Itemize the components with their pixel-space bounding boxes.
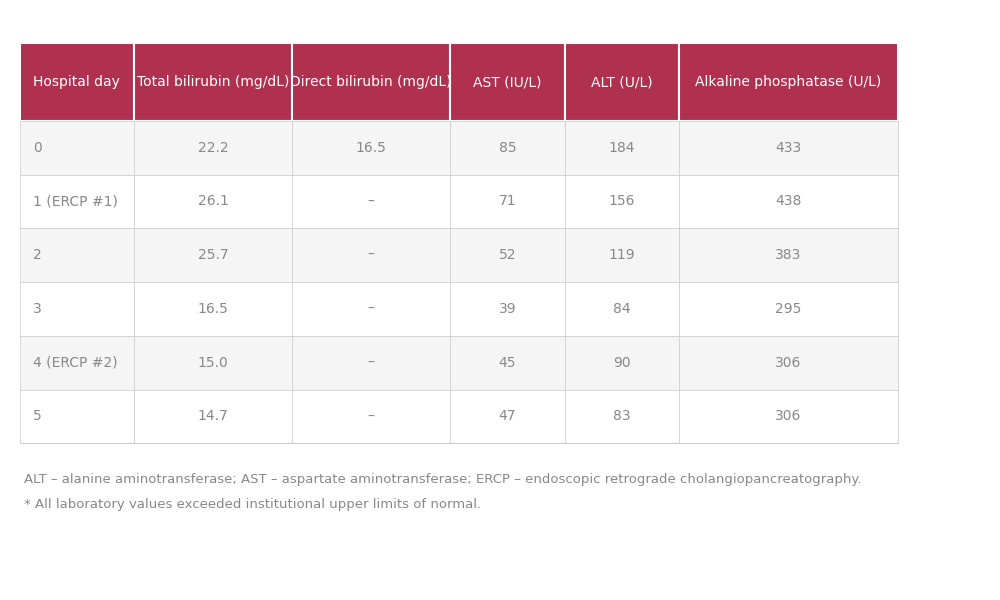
FancyBboxPatch shape xyxy=(565,336,679,389)
Text: 16.5: 16.5 xyxy=(198,302,228,316)
Text: 26.1: 26.1 xyxy=(198,194,228,208)
Text: 16.5: 16.5 xyxy=(356,141,387,155)
Text: 15.0: 15.0 xyxy=(198,356,228,370)
FancyBboxPatch shape xyxy=(450,175,565,229)
FancyBboxPatch shape xyxy=(292,336,450,389)
FancyBboxPatch shape xyxy=(450,282,565,336)
FancyBboxPatch shape xyxy=(20,389,134,443)
Text: Direct bilirubin (mg/dL): Direct bilirubin (mg/dL) xyxy=(290,75,452,89)
FancyBboxPatch shape xyxy=(20,43,134,121)
FancyBboxPatch shape xyxy=(679,229,898,282)
Text: 383: 383 xyxy=(775,248,802,262)
FancyBboxPatch shape xyxy=(20,282,134,336)
Text: –: – xyxy=(368,248,375,262)
FancyBboxPatch shape xyxy=(20,229,134,282)
FancyBboxPatch shape xyxy=(450,389,565,443)
Text: –: – xyxy=(368,409,375,424)
Text: 306: 306 xyxy=(775,356,802,370)
Text: * All laboratory values exceeded institutional upper limits of normal.: * All laboratory values exceeded institu… xyxy=(24,498,481,511)
FancyBboxPatch shape xyxy=(679,282,898,336)
Text: 2: 2 xyxy=(33,248,42,262)
Text: 438: 438 xyxy=(775,194,802,208)
FancyBboxPatch shape xyxy=(450,229,565,282)
FancyBboxPatch shape xyxy=(565,43,679,121)
FancyBboxPatch shape xyxy=(292,229,450,282)
Text: 119: 119 xyxy=(608,248,635,262)
Text: 433: 433 xyxy=(775,141,802,155)
Text: Alkaline phosphatase (U/L): Alkaline phosphatase (U/L) xyxy=(695,75,882,89)
Text: Hospital day: Hospital day xyxy=(33,75,120,89)
FancyBboxPatch shape xyxy=(134,282,292,336)
FancyBboxPatch shape xyxy=(134,121,292,175)
FancyBboxPatch shape xyxy=(450,121,565,175)
FancyBboxPatch shape xyxy=(565,389,679,443)
Text: AST (IU/L): AST (IU/L) xyxy=(473,75,542,89)
FancyBboxPatch shape xyxy=(679,121,898,175)
FancyBboxPatch shape xyxy=(679,389,898,443)
Text: 47: 47 xyxy=(499,409,516,424)
Text: Total bilirubin (mg/dL): Total bilirubin (mg/dL) xyxy=(137,75,289,89)
Text: 156: 156 xyxy=(608,194,635,208)
FancyBboxPatch shape xyxy=(292,121,450,175)
Text: 83: 83 xyxy=(613,409,630,424)
Text: 295: 295 xyxy=(775,302,802,316)
FancyBboxPatch shape xyxy=(565,175,679,229)
Text: 39: 39 xyxy=(499,302,516,316)
FancyBboxPatch shape xyxy=(134,175,292,229)
FancyBboxPatch shape xyxy=(20,175,134,229)
Text: 52: 52 xyxy=(499,248,516,262)
Text: 5: 5 xyxy=(33,409,42,424)
Text: 14.7: 14.7 xyxy=(198,409,228,424)
Text: 84: 84 xyxy=(613,302,630,316)
Text: 184: 184 xyxy=(608,141,635,155)
FancyBboxPatch shape xyxy=(292,43,450,121)
FancyBboxPatch shape xyxy=(134,229,292,282)
FancyBboxPatch shape xyxy=(679,336,898,389)
FancyBboxPatch shape xyxy=(292,175,450,229)
FancyBboxPatch shape xyxy=(292,389,450,443)
FancyBboxPatch shape xyxy=(450,336,565,389)
Text: 22.2: 22.2 xyxy=(198,141,228,155)
Text: ALT – alanine aminotransferase; AST – aspartate aminotransferase; ERCP – endosco: ALT – alanine aminotransferase; AST – as… xyxy=(24,473,862,486)
Text: 306: 306 xyxy=(775,409,802,424)
FancyBboxPatch shape xyxy=(134,389,292,443)
Text: ALT (U/L): ALT (U/L) xyxy=(591,75,652,89)
Text: 45: 45 xyxy=(499,356,516,370)
FancyBboxPatch shape xyxy=(134,336,292,389)
FancyBboxPatch shape xyxy=(565,282,679,336)
Text: –: – xyxy=(368,194,375,208)
FancyBboxPatch shape xyxy=(565,229,679,282)
Text: 90: 90 xyxy=(613,356,630,370)
Text: 4 (ERCP #2): 4 (ERCP #2) xyxy=(33,356,118,370)
Text: 1 (ERCP #1): 1 (ERCP #1) xyxy=(33,194,118,208)
Text: 0: 0 xyxy=(33,141,42,155)
FancyBboxPatch shape xyxy=(134,43,292,121)
FancyBboxPatch shape xyxy=(679,175,898,229)
FancyBboxPatch shape xyxy=(450,43,565,121)
FancyBboxPatch shape xyxy=(565,121,679,175)
Text: –: – xyxy=(368,356,375,370)
Text: 3: 3 xyxy=(33,302,42,316)
Text: 85: 85 xyxy=(499,141,516,155)
FancyBboxPatch shape xyxy=(679,43,898,121)
Text: 25.7: 25.7 xyxy=(198,248,228,262)
FancyBboxPatch shape xyxy=(292,282,450,336)
Text: –: – xyxy=(368,302,375,316)
FancyBboxPatch shape xyxy=(20,121,134,175)
Text: 71: 71 xyxy=(499,194,516,208)
FancyBboxPatch shape xyxy=(20,336,134,389)
